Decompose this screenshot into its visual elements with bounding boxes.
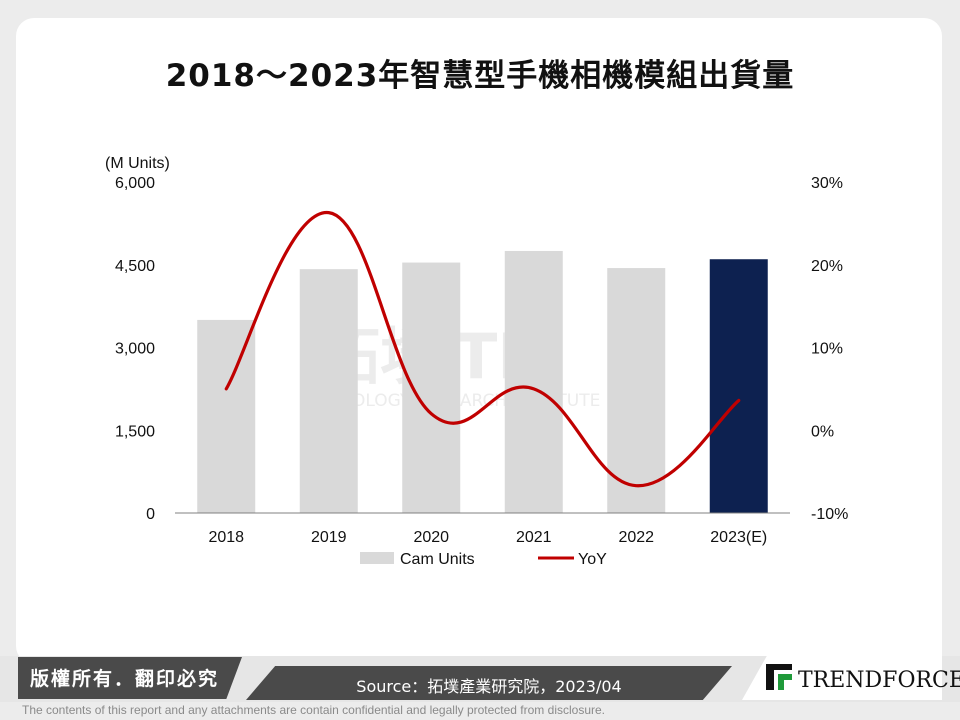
chart-legend: Cam Units YoY [360,551,607,568]
legend-swatch-cam-units [360,552,394,564]
brand-logo-text: TRENDFORCE [798,668,960,693]
yoy-line [224,211,741,488]
disclaimer-text: The contents of this report and any atta… [22,703,605,717]
legend-label-yoy: YoY [578,551,607,568]
x-tick-label: 2022 [618,529,654,546]
x-tick-label: 2018 [208,529,244,546]
y-right-tick-label: 10% [811,341,843,358]
y-right-tick-label: 30% [811,175,843,192]
chart-axes: 2018 2019 2020 2021 2022 2023(E) 0 1,500 3,000 4,… [105,155,848,546]
watermark: 拓墣TRITOPOLOGY RESEARCH INSTITUTE [317,312,627,411]
copyright-banner [18,657,242,699]
x-tick-label: 2020 [413,529,449,546]
x-tick-label: 2021 [516,529,552,546]
y-left-tick-label: 1,500 [115,423,155,440]
x-tick-label: 2023(E) [710,529,767,546]
yoy-line-series [224,211,741,488]
x-tick-label: 2019 [311,529,347,546]
bar-2023(E) [709,259,768,513]
y-left-tick-label: 6,000 [115,175,155,192]
chart-card [16,18,942,664]
bar-2021 [504,250,563,514]
y-right-tick-label: 20% [811,258,843,275]
source-banner [246,666,732,700]
y-left-axis-label: (M Units) [105,155,170,172]
bar-2019 [299,269,358,513]
bar-2022 [607,268,666,513]
y-left-tick-label: 3,000 [115,341,155,358]
y-left-tick-label: 4,500 [115,258,155,275]
bar-2018 [197,319,256,513]
copyright-notice: 版權所有．翻印必究 [30,668,220,690]
legend-label-cam-units: Cam Units [400,551,475,568]
source-text: Source：拓墣產業研究院，2023/04 [356,677,622,696]
chart-title: 2018～2023年智慧型手機相機模組出貨量 [165,58,795,94]
trendforce-logo-icon [766,664,792,690]
chart: 拓墣TRITOPOLOGY RESEARCH INSTITUTE 2018201… [105,155,848,568]
y-right-tick-label: -10% [811,506,848,523]
y-left-tick-label: 0 [146,506,155,523]
y-right-tick-label: 0% [811,423,834,440]
